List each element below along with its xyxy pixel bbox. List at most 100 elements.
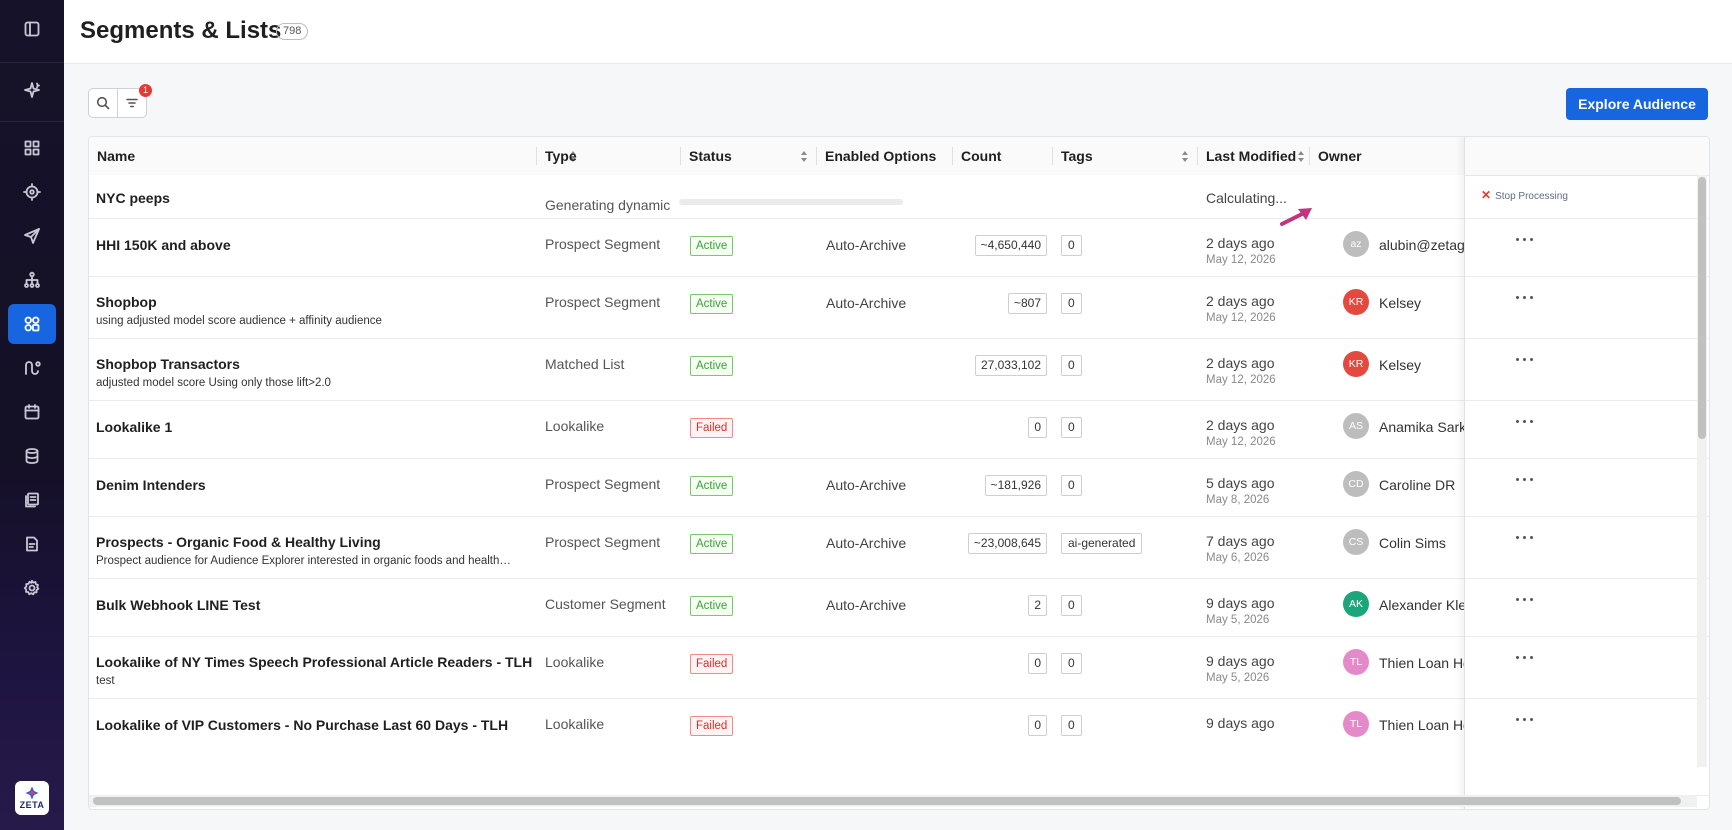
filter-button[interactable] xyxy=(117,88,147,118)
segment-type: Prospect Segment xyxy=(545,236,661,252)
table-row[interactable]: Denim Intenders Prospect Segment Active Aut… xyxy=(89,459,1709,517)
tag-chip[interactable]: 0 xyxy=(1061,595,1082,616)
segment-type: Generating dynamic xyxy=(545,197,671,213)
column-divider[interactable] xyxy=(1197,147,1198,165)
segment-type: Lookalike xyxy=(545,716,605,732)
segment-name[interactable]: Lookalike of VIP Customers - No Purchase… xyxy=(96,717,509,733)
segment-name[interactable]: Prospects - Organic Food & Healthy Livin… xyxy=(96,534,381,550)
table-row[interactable]: Shopbop using adjusted model score audien… xyxy=(89,277,1709,339)
library-icon[interactable] xyxy=(8,480,56,520)
hierarchy-icon[interactable] xyxy=(8,260,56,300)
segment-name[interactable]: Shopbop xyxy=(96,294,157,310)
tag-chip[interactable]: 0 xyxy=(1061,293,1082,314)
segment-type: Lookalike xyxy=(545,654,605,670)
segment-name[interactable]: Lookalike of NY Times Speech Professiona… xyxy=(96,654,533,670)
count-value: 0 xyxy=(1028,653,1047,674)
column-header-count: Count xyxy=(961,148,1002,164)
table-row-processing[interactable]: NYC peeps Generating dynamic Calculating..… xyxy=(89,175,1709,219)
more-options-icon[interactable] xyxy=(1514,415,1536,429)
more-options-icon[interactable] xyxy=(1514,531,1536,545)
column-divider[interactable] xyxy=(1309,147,1310,165)
total-count-badge: 798 xyxy=(276,23,309,40)
table-row[interactable]: Lookalike of NY Times Speech Professiona… xyxy=(89,637,1709,699)
table-row[interactable]: Prospects - Organic Food & Healthy Livin… xyxy=(89,517,1709,579)
tag-chip[interactable]: 0 xyxy=(1061,653,1082,674)
more-options-icon[interactable] xyxy=(1514,473,1536,487)
owner-name: Kelsey xyxy=(1379,295,1422,311)
explore-audience-button[interactable]: Explore Audience xyxy=(1566,88,1708,120)
panel-toggle-icon[interactable] xyxy=(8,9,56,49)
target-icon[interactable] xyxy=(8,172,56,212)
owner-name: alubin@zetaglobal.com xyxy=(1379,237,1464,253)
database-icon[interactable] xyxy=(8,436,56,476)
more-options-icon[interactable] xyxy=(1514,233,1536,247)
last-modified-date: May 12, 2026 xyxy=(1206,374,1276,386)
segment-name[interactable]: Denim Intenders xyxy=(96,477,206,493)
table-row[interactable]: Lookalike of VIP Customers - No Purchase… xyxy=(89,699,1709,796)
enabled-option: Auto-Archive xyxy=(826,237,907,253)
table-header: Name Type Status Enabled Options Count Tags La… xyxy=(89,137,1709,176)
last-modified-date: May 12, 2026 xyxy=(1206,254,1276,266)
sort-icon[interactable] xyxy=(800,150,808,163)
tag-chip[interactable]: 0 xyxy=(1061,715,1082,736)
horizontal-scrollbar-thumb[interactable] xyxy=(93,797,1681,805)
settings-icon[interactable] xyxy=(8,568,56,608)
table-row[interactable]: Shopbop Transactors adjusted model score … xyxy=(89,339,1709,401)
segment-name[interactable]: Lookalike 1 xyxy=(96,419,173,435)
table-row[interactable]: Bulk Webhook LINE Test Customer Segment Ac… xyxy=(89,579,1709,637)
dashboard-icon[interactable] xyxy=(8,128,56,168)
last-modified-date: May 12, 2026 xyxy=(1206,436,1276,448)
owner-name: Anamika Sarkar xyxy=(1379,419,1464,435)
vertical-scrollbar-thumb[interactable] xyxy=(1698,177,1706,439)
column-divider[interactable] xyxy=(536,147,537,165)
more-options-icon[interactable] xyxy=(1514,291,1536,305)
more-options-icon[interactable] xyxy=(1514,593,1536,607)
column-header-name[interactable]: Name xyxy=(97,148,136,164)
tag-chip[interactable]: 0 xyxy=(1061,235,1082,256)
owner-name: Alexander Klein xyxy=(1379,597,1464,613)
column-divider[interactable] xyxy=(1052,147,1053,165)
status-badge: Failed xyxy=(690,716,734,736)
more-options-icon[interactable] xyxy=(1514,713,1536,727)
last-modified-date: May 5, 2026 xyxy=(1206,672,1270,684)
count-value: 0 xyxy=(1028,715,1047,736)
segment-description: adjusted model score Using only those li… xyxy=(96,377,331,389)
column-header-modified[interactable]: Last Modified xyxy=(1206,148,1297,164)
segment-name[interactable]: NYC peeps xyxy=(96,190,170,206)
more-options-icon[interactable] xyxy=(1514,353,1536,367)
sort-icon[interactable] xyxy=(1181,150,1189,163)
last-modified: 7 days ago xyxy=(1206,533,1275,549)
table-row[interactable]: Lookalike 1 Lookalike Failed 0 0 2 days ago Ma… xyxy=(89,401,1709,459)
column-header-tags[interactable]: Tags xyxy=(1061,148,1093,164)
segment-name[interactable]: Shopbop Transactors xyxy=(96,356,240,372)
segment-name[interactable]: Bulk Webhook LINE Test xyxy=(96,597,261,613)
journey-icon[interactable] xyxy=(8,348,56,388)
sort-icon[interactable] xyxy=(1297,150,1305,163)
search-button[interactable] xyxy=(88,88,118,118)
calendar-icon[interactable] xyxy=(8,392,56,432)
segment-name[interactable]: HHI 150K and above xyxy=(96,237,231,253)
column-header-type: Type xyxy=(545,148,577,164)
more-options-icon[interactable] xyxy=(1514,651,1536,665)
sparkle-icon[interactable] xyxy=(8,70,56,110)
tag-chip[interactable]: 0 xyxy=(1061,355,1082,376)
column-header-status[interactable]: Status xyxy=(689,148,732,164)
column-divider[interactable] xyxy=(952,147,953,165)
stop-processing-button[interactable]: ✕ Stop Processing xyxy=(1481,188,1568,202)
sort-icon[interactable] xyxy=(569,150,577,163)
report-icon[interactable] xyxy=(8,524,56,564)
count-value: ~23,008,645 xyxy=(967,533,1047,554)
tag-chip[interactable]: 0 xyxy=(1061,475,1082,496)
column-divider[interactable] xyxy=(816,147,817,165)
audience-icon[interactable] xyxy=(8,304,56,344)
owner-column: az alubin@zetaglobal.com KR Kelsey KR Kelsey A… xyxy=(1334,137,1464,809)
send-icon[interactable] xyxy=(8,216,56,256)
main-area: Segments & Lists 798 1 Explore Audience … xyxy=(64,0,1732,830)
vertical-scrollbar[interactable] xyxy=(1697,175,1707,767)
segment-description: test xyxy=(96,675,115,687)
column-divider[interactable] xyxy=(680,147,681,165)
tag-chip[interactable]: ai-generated xyxy=(1061,533,1143,554)
zeta-logo[interactable]: ZETA xyxy=(15,781,49,815)
table-row[interactable]: HHI 150K and above Prospect Segment Active… xyxy=(89,219,1709,277)
tag-chip[interactable]: 0 xyxy=(1061,417,1082,438)
